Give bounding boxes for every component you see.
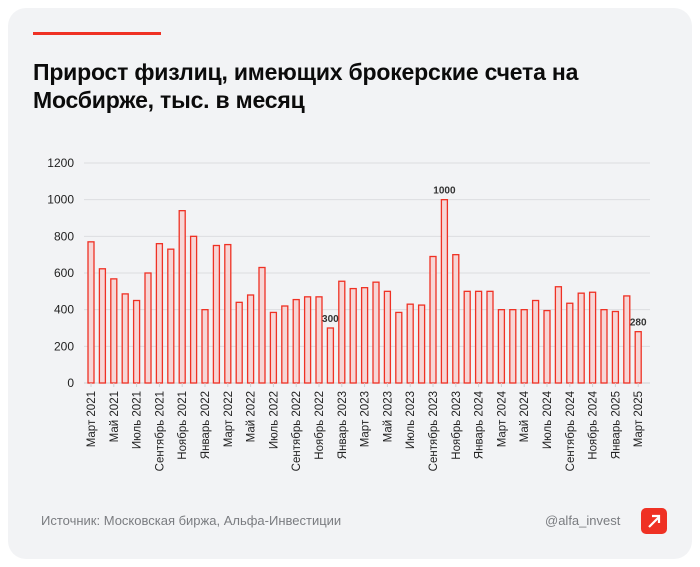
- bar: [212, 244, 221, 384]
- x-tick-label: Сентябрь 2022: [291, 391, 303, 471]
- bar: [167, 248, 175, 384]
- bar: [315, 296, 323, 384]
- bar: [440, 199, 449, 384]
- bar: [531, 299, 540, 384]
- bar: [611, 310, 620, 384]
- bar: [474, 290, 483, 384]
- social-handle[interactable]: @alfa_invest: [545, 513, 621, 528]
- bar: [224, 243, 232, 384]
- bar: [406, 303, 414, 384]
- x-tick-label: Июль 2022: [268, 391, 280, 449]
- chart-title: Прирост физлиц, имеющих брокерские счета…: [33, 59, 579, 113]
- bar: [326, 327, 335, 384]
- x-tick-label: Май 2023: [382, 391, 394, 442]
- x-tick-label: Июль 2024: [542, 390, 554, 449]
- bar: [155, 243, 164, 384]
- bar: [372, 281, 380, 384]
- bar: [634, 331, 642, 384]
- data-label: 1000: [433, 186, 456, 197]
- bar: [520, 309, 528, 384]
- infographic-card: [8, 8, 692, 559]
- y-tick-label: 400: [54, 303, 74, 317]
- bar: [566, 302, 574, 384]
- bar: [258, 266, 266, 384]
- x-tick-label: Ноябрь 2022: [314, 391, 326, 460]
- bar-chart: 0 200 400 600 800 1000 1200 Март 2021 Май 2021 Ию…: [47, 156, 650, 471]
- bar: [554, 286, 563, 384]
- accent-line: [33, 32, 161, 35]
- bar: [98, 268, 107, 384]
- y-tick-label: 1200: [47, 156, 74, 170]
- bar: [360, 287, 369, 384]
- bar: [395, 311, 403, 384]
- x-tick-label: Ноябрь 2023: [451, 391, 463, 460]
- bar: [338, 280, 346, 384]
- y-tick-label: 800: [54, 229, 74, 243]
- bar: [429, 255, 437, 384]
- bar: [201, 309, 209, 384]
- bar: [577, 292, 585, 384]
- x-tick-label: Ноябрь 2024: [588, 390, 600, 459]
- x-tick-label: Январь 2025: [610, 391, 622, 459]
- bar: [235, 301, 243, 384]
- source-note: Источник: Московская биржа, Альфа-Инвест…: [41, 513, 342, 528]
- bar: [269, 311, 278, 384]
- bar: [189, 235, 198, 384]
- bar: [588, 291, 597, 384]
- x-tick-label: Март 2021: [86, 391, 98, 447]
- x-tick-label: Сентябрь 2021: [154, 391, 166, 471]
- y-tick-label: 200: [54, 339, 74, 353]
- bar: [543, 309, 551, 384]
- x-tick-label: Июль 2021: [132, 391, 144, 449]
- x-tick-label: Сентябрь 2024: [565, 390, 577, 471]
- x-tick-label: Март 2025: [633, 391, 645, 447]
- bar: [509, 309, 517, 384]
- bar: [497, 309, 506, 384]
- x-tick-label: Май 2022: [246, 391, 258, 442]
- bar: [383, 290, 392, 384]
- bar: [486, 290, 494, 384]
- x-tick-label: Январь 2024: [474, 390, 486, 459]
- bar: [623, 295, 631, 384]
- bar: [144, 272, 152, 384]
- x-tick-label: Июль 2023: [405, 391, 417, 449]
- x-tick-label: Май 2024: [519, 390, 531, 442]
- bar: [417, 304, 426, 384]
- data-label: 280: [630, 318, 647, 329]
- bar: [303, 296, 312, 384]
- x-tick-label: Сентябрь 2023: [428, 391, 440, 471]
- bar: [87, 241, 95, 384]
- bar: [463, 290, 471, 384]
- x-tick-label: Март 2022: [223, 391, 235, 447]
- x-tick-label: Март 2024: [496, 390, 508, 447]
- bar: [281, 305, 289, 384]
- bar: [452, 254, 460, 384]
- bar: [349, 287, 357, 384]
- bar: [121, 293, 129, 384]
- bar: [178, 210, 186, 384]
- x-tick-label: Март 2023: [360, 391, 372, 447]
- x-tick-label: Январь 2023: [337, 391, 349, 459]
- data-label: 300: [322, 314, 339, 325]
- y-tick-label: 600: [54, 266, 74, 280]
- x-tick-label: Май 2021: [109, 391, 121, 442]
- y-tick-label: 0: [67, 376, 74, 390]
- bar: [110, 278, 118, 384]
- bar: [132, 299, 141, 384]
- alfa-arrow-logo-icon: [641, 508, 667, 534]
- y-tick-label: 1000: [47, 193, 74, 207]
- bar: [292, 298, 300, 384]
- x-tick-label: Январь 2022: [200, 391, 212, 459]
- x-tick-label: Ноябрь 2021: [177, 391, 189, 460]
- bar: [600, 309, 608, 384]
- bar: [246, 294, 255, 384]
